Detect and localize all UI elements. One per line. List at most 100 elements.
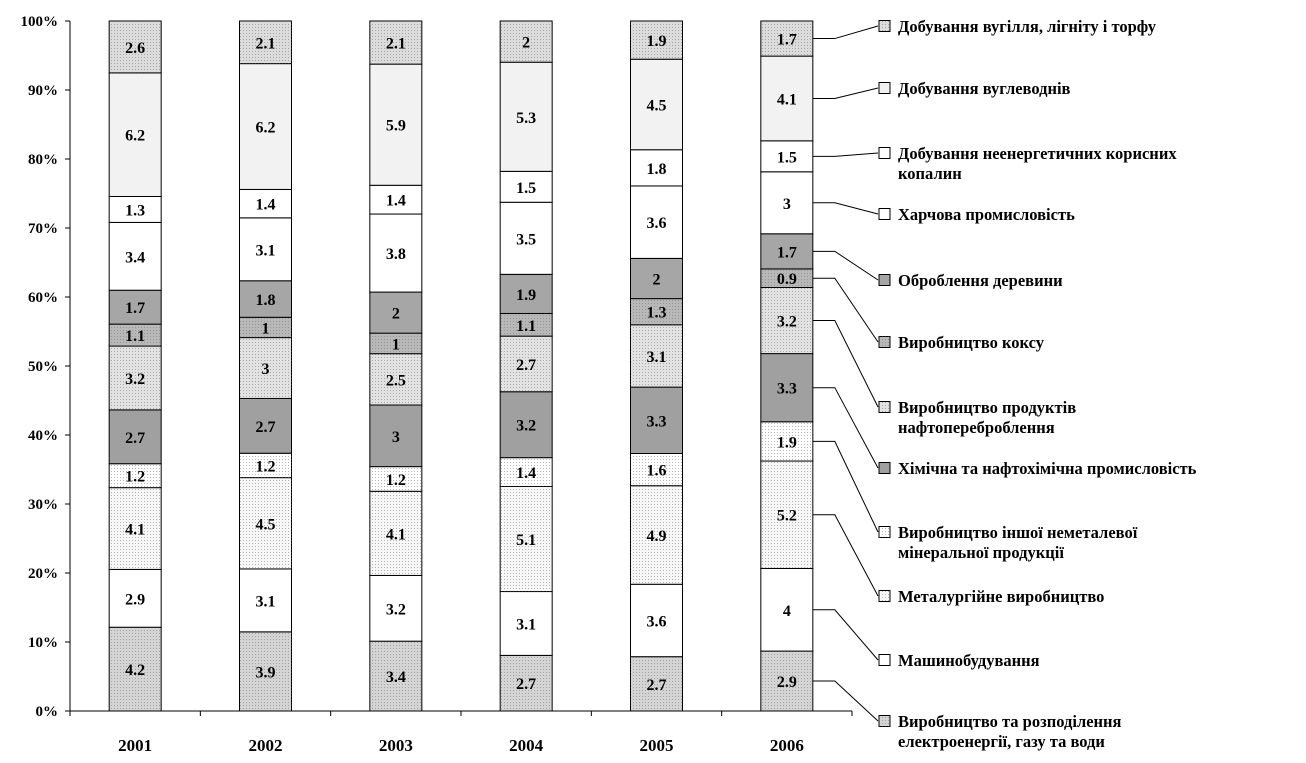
bar-segment (108, 72, 162, 197)
bar-segment-texture (500, 21, 553, 63)
legend-leader-line (812, 202, 879, 215)
data-label: 4 (783, 603, 791, 620)
bar-segment-texture (369, 333, 422, 354)
bar-segment-texture (369, 353, 422, 406)
legend-leader-line (812, 440, 879, 533)
bar-segment (499, 591, 553, 656)
bar-segment (239, 280, 292, 318)
data-label: 2.7 (647, 677, 667, 694)
data-label: 6.2 (125, 128, 145, 145)
y-tick-label: 20% (28, 566, 58, 582)
legend-swatch-texture (879, 526, 890, 538)
bar-segment (760, 171, 814, 235)
bar-segment (499, 170, 553, 203)
bar-segment-texture (760, 421, 813, 462)
legend-leader-line (812, 609, 879, 661)
data-label: 1.5 (516, 180, 536, 197)
bar-segment-texture (500, 313, 553, 337)
data-label: 3.8 (386, 246, 406, 263)
data-label: 3.6 (647, 613, 667, 630)
data-label: 4.1 (777, 91, 797, 108)
legend-swatch (878, 208, 891, 220)
bar-segment-texture (760, 21, 813, 57)
bar-segment-texture (239, 317, 292, 338)
bar-segment-texture (109, 487, 162, 570)
data-label: 0.9 (777, 271, 797, 288)
data-label: 2 (392, 306, 400, 323)
data-label: 3.1 (647, 349, 667, 366)
legend-label: Хімічна та нафтохімічна промисловість (898, 459, 1197, 478)
legend-leader-line (812, 277, 879, 343)
data-label: 1.7 (777, 244, 797, 261)
bar-segment-texture (239, 631, 292, 711)
data-label: 1.1 (125, 328, 145, 345)
x-tick-label: 2004 (509, 736, 544, 755)
legend: Добування вугілля, лігніту і торфу Добува… (812, 17, 1197, 751)
data-label: 4.1 (125, 522, 145, 539)
data-label: 2.7 (125, 430, 145, 447)
y-tick-label: 70% (28, 221, 58, 237)
legend-label: електроенергії, газу та води (898, 732, 1105, 751)
data-label: 2 (522, 35, 530, 52)
legend-label: копалин (898, 164, 962, 183)
bar-segment (108, 221, 162, 291)
data-label: 3.2 (386, 601, 406, 618)
legend-label: Виробництво іншої неметалевої (898, 523, 1138, 542)
data-label: 2.6 (125, 40, 145, 57)
data-label: 3.4 (125, 249, 145, 266)
data-label: 2.9 (125, 591, 145, 608)
data-label: 1.7 (125, 300, 145, 317)
legend-label: Харчова промисловість (898, 205, 1075, 224)
bar-segment-texture (630, 298, 683, 325)
data-label: 4.5 (647, 97, 667, 114)
data-label: 5.1 (516, 532, 536, 549)
bar-segment (630, 583, 683, 658)
bar-segment-texture (760, 461, 813, 569)
data-label: 1 (392, 336, 400, 353)
axes: 0% 10% 20% 30% 40% 50% 60% 70% 80% 90% 100% 2001 200… (21, 14, 853, 755)
data-label: 2.7 (516, 676, 536, 693)
data-label: 1.9 (647, 33, 667, 50)
x-tick-label: 2003 (379, 736, 413, 755)
bar-segment (239, 217, 292, 282)
y-tick-label: 40% (28, 428, 58, 444)
bar-segment-texture (109, 463, 162, 488)
data-label: 3.2 (516, 418, 536, 435)
data-label: 1.3 (647, 305, 667, 322)
legend-leader-line (812, 320, 879, 408)
y-tick-label: 100% (21, 14, 59, 30)
data-label: 1.2 (256, 458, 276, 475)
legend-swatch-texture (879, 336, 890, 348)
bar-segment (108, 568, 162, 628)
legend-leader-line (812, 250, 879, 281)
bar-segment-texture (500, 457, 553, 487)
x-tick-label: 2002 (249, 736, 283, 755)
data-label: 3.9 (256, 664, 276, 681)
bar-segment-texture (109, 346, 162, 410)
bar-segment (108, 195, 162, 223)
x-tick-label: 2001 (118, 736, 152, 755)
legend-leader-line (812, 680, 879, 722)
data-label: 1.9 (516, 287, 536, 304)
data-label: 3 (262, 361, 270, 378)
data-label: 3.3 (647, 413, 667, 430)
legend-label: Виробництво продуктів (898, 398, 1076, 417)
legend-label: Добування вуглеводнів (898, 79, 1071, 98)
bar-segment-texture (760, 268, 813, 288)
data-label: 1.5 (777, 149, 797, 166)
data-label: 3.1 (256, 593, 276, 610)
bar-segment-texture (109, 627, 162, 711)
legend-leader-line (812, 514, 879, 597)
bar-segment (760, 233, 814, 270)
data-label: 1.1 (516, 318, 536, 335)
bar-segment-texture (500, 486, 553, 592)
legend-label: Добування вугілля, лігніту і торфу (898, 17, 1157, 36)
bar-segment (630, 149, 683, 187)
bar-segment (630, 386, 683, 455)
data-label: 3.2 (125, 371, 145, 388)
legend-swatch (878, 462, 891, 474)
bar-segment (239, 568, 292, 633)
bar-segment (369, 404, 423, 468)
